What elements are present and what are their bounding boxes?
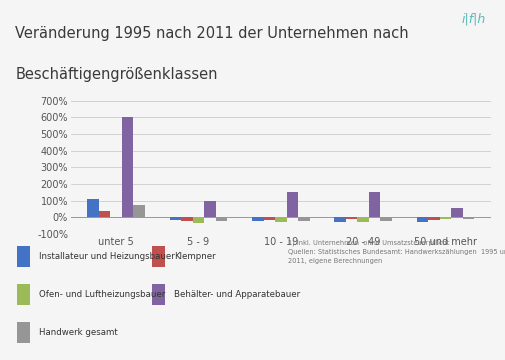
FancyBboxPatch shape — [152, 246, 165, 267]
Text: i|f|h: i|f|h — [461, 13, 485, 26]
Bar — [181, 217, 192, 221]
Text: Beschäftigengrößenklassen: Beschäftigengrößenklassen — [15, 67, 217, 82]
Bar — [286, 192, 297, 217]
Bar — [110, 216, 122, 217]
Bar — [263, 217, 275, 220]
Text: Klempner: Klempner — [174, 252, 215, 261]
Bar — [192, 217, 204, 223]
Text: Handwerk gesamt: Handwerk gesamt — [39, 328, 117, 337]
Bar — [380, 217, 391, 221]
Bar — [334, 217, 345, 221]
Text: Ofen- und Luftheizungsbauer: Ofen- und Luftheizungsbauer — [39, 290, 165, 299]
Text: 1) inkl. Unternehmen  ohne Umsatzsteuerpflicht
Quellen: Statistisches Bundesamt:: 1) inkl. Unternehmen ohne Umsatzsteuerpf… — [288, 240, 505, 265]
FancyBboxPatch shape — [152, 284, 165, 305]
Bar — [368, 192, 380, 217]
Text: Veränderung 1995 nach 2011 der Unternehmen nach: Veränderung 1995 nach 2011 der Unternehm… — [15, 26, 408, 41]
Bar — [215, 217, 227, 221]
Bar — [345, 217, 357, 219]
Bar — [122, 117, 133, 217]
Bar — [87, 199, 98, 217]
Bar — [251, 217, 263, 221]
Bar — [357, 217, 368, 222]
Bar — [427, 217, 439, 220]
Bar — [450, 208, 462, 217]
FancyBboxPatch shape — [17, 322, 30, 343]
Bar — [275, 217, 286, 222]
Bar — [133, 205, 144, 217]
Bar — [462, 217, 473, 219]
FancyBboxPatch shape — [17, 284, 30, 305]
Bar — [297, 217, 309, 221]
Bar — [439, 217, 450, 219]
Text: Installateur und Heizungsbauer: Installateur und Heizungsbauer — [39, 252, 174, 261]
Bar — [98, 211, 110, 217]
FancyBboxPatch shape — [17, 246, 30, 267]
Bar — [416, 217, 427, 222]
Bar — [169, 217, 181, 220]
Text: Behälter- und Apparatebauer: Behälter- und Apparatebauer — [174, 290, 299, 299]
Bar — [204, 201, 215, 217]
